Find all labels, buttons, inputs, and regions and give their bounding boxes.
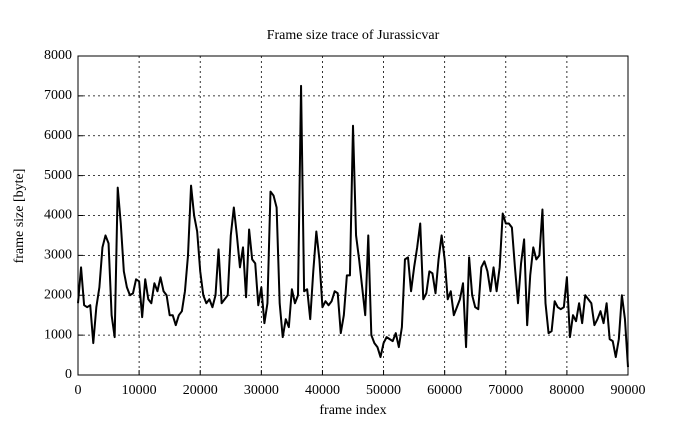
x-tick-label: 90000 [611, 383, 646, 398]
y-tick-label: 5000 [44, 168, 72, 183]
y-tick-label: 3000 [44, 248, 72, 263]
x-tick-label: 10000 [122, 383, 157, 398]
x-tick-label: 40000 [305, 383, 340, 398]
y-tick-label: 6000 [44, 128, 72, 143]
x-tick-label: 20000 [183, 383, 218, 398]
x-tick-label: 50000 [366, 383, 401, 398]
y-axis-label: frame size [byte] [12, 169, 27, 264]
x-tick-label: 0 [75, 383, 82, 398]
y-tick-label: 0 [65, 367, 72, 382]
y-tick-label: 4000 [44, 208, 72, 223]
x-tick-label: 60000 [427, 383, 462, 398]
y-tick-label: 2000 [44, 287, 72, 302]
y-tick-label: 1000 [44, 327, 72, 342]
x-tick-label: 30000 [244, 383, 279, 398]
plot-frame [77, 55, 629, 376]
data-line [77, 84, 629, 368]
x-tick-label: 80000 [549, 383, 584, 398]
chart-title: Frame size trace of Jurassicvar [267, 28, 440, 43]
x-tick-label: 70000 [488, 383, 523, 398]
x-axis-label: frame index [319, 403, 386, 418]
y-tick-label: 8000 [44, 48, 72, 63]
y-tick-label: 7000 [44, 88, 72, 103]
